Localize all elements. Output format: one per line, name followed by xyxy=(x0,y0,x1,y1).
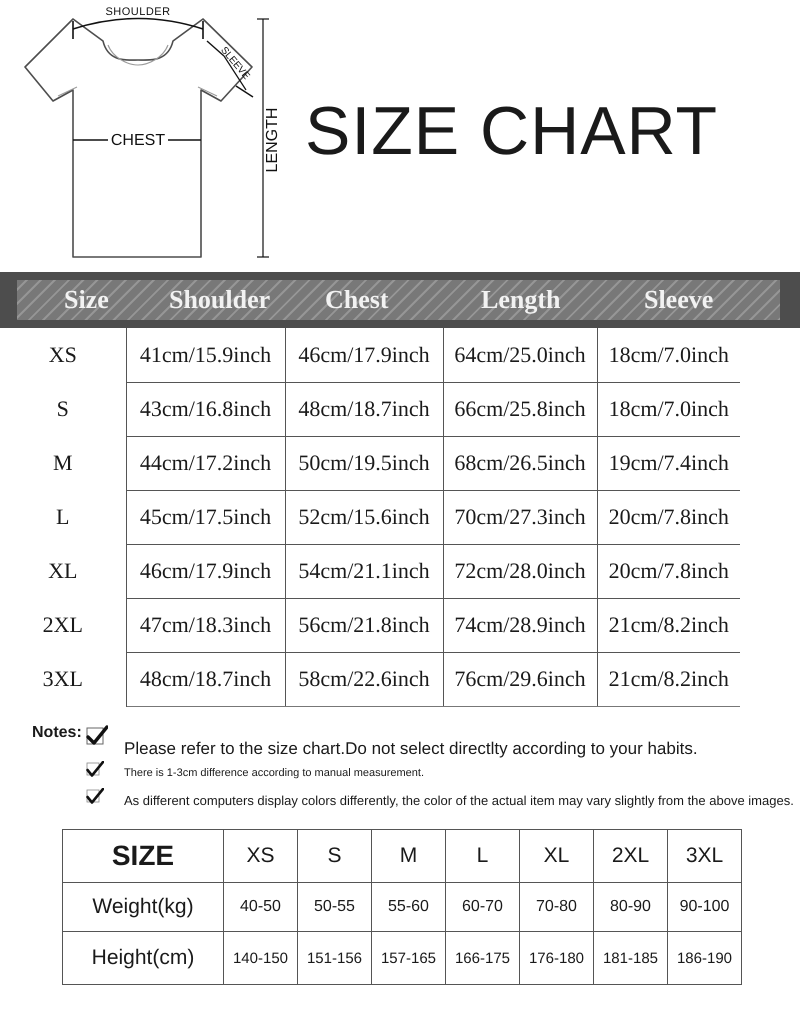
svg-text:SHOULDER: SHOULDER xyxy=(105,6,170,18)
svg-text:LENGTH: LENGTH xyxy=(264,108,281,173)
svg-text:CHEST: CHEST xyxy=(111,132,165,149)
